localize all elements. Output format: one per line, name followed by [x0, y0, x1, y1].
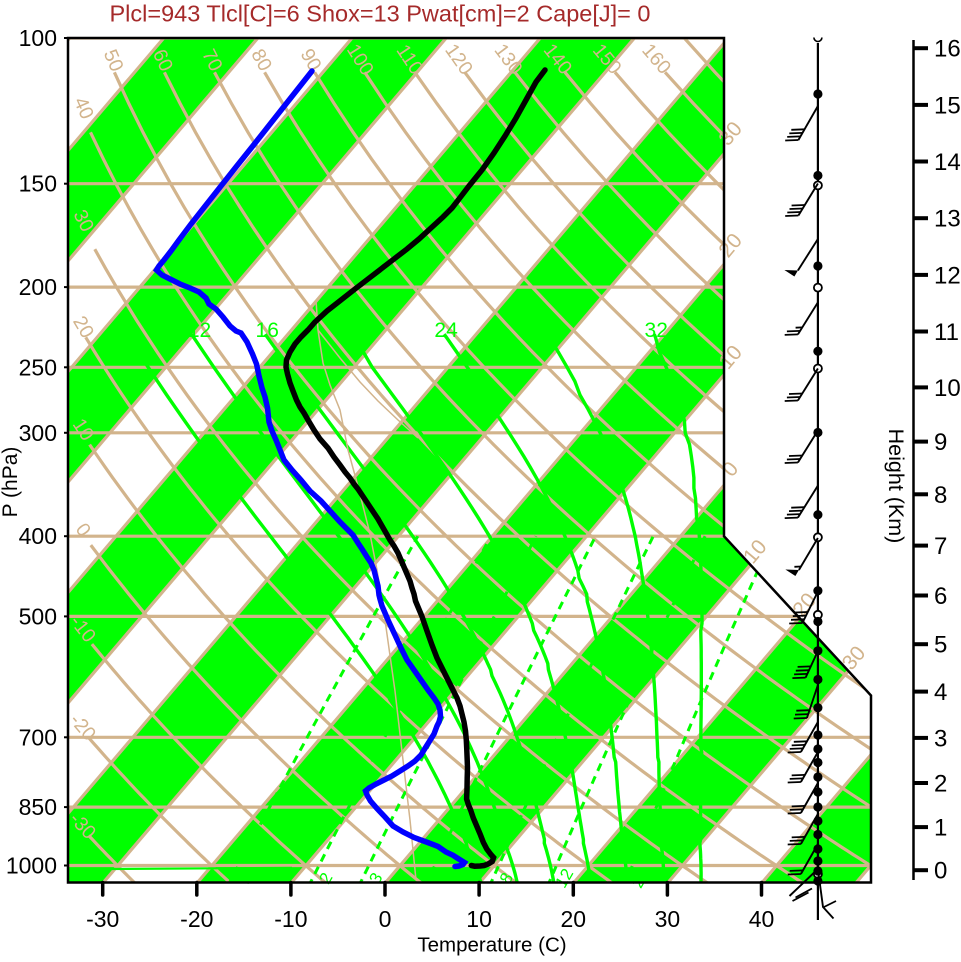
svg-text:30: 30 — [655, 906, 681, 932]
svg-text:8: 8 — [934, 482, 947, 509]
svg-text:850: 850 — [19, 794, 57, 820]
svg-text:1000: 1000 — [6, 853, 57, 879]
svg-text:6: 6 — [934, 583, 947, 610]
svg-text:200: 200 — [19, 274, 57, 300]
svg-text:9: 9 — [934, 429, 947, 456]
svg-text:-30: -30 — [86, 906, 119, 932]
svg-text:16: 16 — [934, 36, 961, 63]
svg-text:500: 500 — [19, 603, 57, 629]
svg-text:32: 32 — [645, 319, 668, 342]
svg-text:250: 250 — [19, 354, 57, 380]
svg-text:13: 13 — [934, 206, 961, 233]
svg-text:12: 12 — [188, 319, 211, 342]
svg-text:24: 24 — [434, 319, 458, 342]
svg-text:P (hPa): P (hPa) — [0, 447, 22, 518]
svg-text:10: 10 — [934, 375, 961, 402]
svg-text:4: 4 — [934, 679, 947, 706]
svg-text:28: 28 — [538, 319, 561, 342]
svg-text:2: 2 — [934, 771, 947, 798]
svg-text:400: 400 — [19, 523, 57, 549]
svg-text:11: 11 — [934, 319, 959, 346]
svg-text:700: 700 — [19, 724, 57, 750]
svg-text:5: 5 — [934, 632, 947, 659]
svg-text:8: 8 — [123, 319, 135, 342]
svg-text:-20: -20 — [180, 906, 213, 932]
svg-text:15: 15 — [934, 92, 961, 119]
svg-text:100: 100 — [19, 25, 57, 51]
svg-text:40: 40 — [749, 906, 775, 932]
svg-text:20: 20 — [561, 906, 587, 932]
svg-text:-10: -10 — [274, 906, 307, 932]
svg-text:0: 0 — [379, 906, 392, 932]
svg-text:16: 16 — [256, 319, 279, 342]
svg-text:3: 3 — [934, 725, 947, 752]
svg-text:10: 10 — [466, 906, 492, 932]
svg-text:0: 0 — [934, 858, 947, 885]
svg-text:1: 1 — [934, 815, 947, 842]
svg-text:Height (Km): Height (Km) — [884, 429, 908, 544]
svg-text:20: 20 — [341, 319, 364, 342]
svg-text:Temperature (C): Temperature (C) — [417, 934, 566, 957]
svg-text:150: 150 — [19, 171, 57, 197]
svg-text:Plcl=943 Tlcl[C]=6 Shox=13 Pwa: Plcl=943 Tlcl[C]=6 Shox=13 Pwat[cm]=2 Ca… — [109, 1, 650, 27]
svg-text:7: 7 — [934, 533, 947, 560]
svg-text:12: 12 — [934, 262, 961, 289]
svg-text:300: 300 — [19, 420, 57, 446]
svg-text:14: 14 — [934, 149, 961, 176]
